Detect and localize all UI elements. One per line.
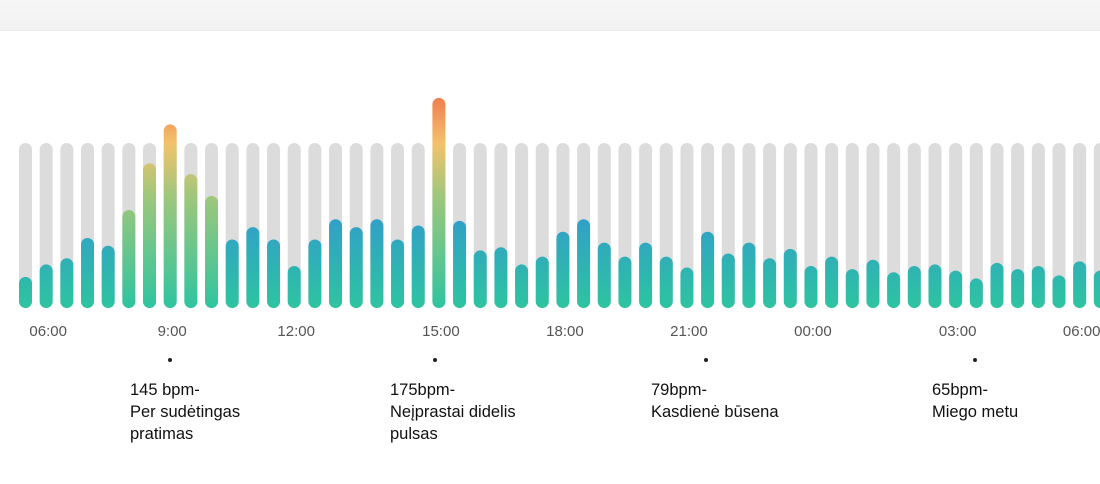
annotation-line: Neįprastai didelis <box>390 403 516 421</box>
x-tick-label: 06:00 <box>1063 323 1100 340</box>
heart-rate-bar <box>1031 265 1045 308</box>
bar-track <box>1011 143 1025 308</box>
heart-rate-bar <box>287 265 301 308</box>
annotation-title: 175bpm- <box>390 381 456 399</box>
bar-track <box>1031 143 1045 308</box>
heart-rate-bar <box>1011 269 1025 308</box>
annotation-line: pulsas <box>390 425 438 443</box>
heart-rate-bar <box>101 245 115 308</box>
heart-rate-bar <box>349 227 363 308</box>
annotation-title: 65bpm- <box>932 381 988 399</box>
heart-rate-bar <box>60 258 74 308</box>
x-tick-label: 03:00 <box>939 323 977 340</box>
heart-rate-bar <box>453 220 467 308</box>
heart-rate-bar <box>597 242 611 308</box>
heart-rate-bar <box>845 269 859 308</box>
heart-rate-bar <box>1093 270 1100 308</box>
heart-rate-bar <box>267 239 281 308</box>
heart-rate-bar <box>39 264 53 308</box>
bar-track <box>845 143 859 308</box>
heart-rate-bar <box>143 163 157 308</box>
heart-rate-bar <box>907 265 921 308</box>
heart-rate-bar <box>1052 275 1066 308</box>
x-tick-label: 06:00 <box>29 323 67 340</box>
heart-rate-bar <box>1073 261 1087 308</box>
bar-track <box>887 143 901 308</box>
heart-rate-bar <box>432 97 446 308</box>
heart-rate-bar <box>825 256 839 308</box>
heart-rate-bar <box>742 242 756 308</box>
annotation-line: pratimas <box>130 425 194 443</box>
annotation-title: 79bpm- <box>651 381 707 399</box>
heart-rate-bar <box>969 278 983 308</box>
heart-rate-bar <box>225 239 239 308</box>
heart-rate-bar <box>205 195 219 308</box>
x-tick-label: 15:00 <box>422 323 460 340</box>
heart-rate-bar <box>370 219 384 308</box>
bar-track <box>949 143 963 308</box>
heart-rate-bar <box>990 262 1004 308</box>
annotation-line: Miego metu <box>932 403 1019 421</box>
x-tick-label: 9:00 <box>158 323 187 340</box>
heart-rate-bar <box>246 227 260 308</box>
annotation-marker <box>433 358 437 362</box>
heart-rate-bar <box>19 276 32 308</box>
x-tick-label: 00:00 <box>794 323 832 340</box>
bar-track <box>1052 143 1066 308</box>
annotation-line: Kasdienė būsena <box>651 403 779 421</box>
heart-rate-bar <box>701 231 715 308</box>
annotation-marker <box>973 358 977 362</box>
x-tick-label: 12:00 <box>277 323 315 340</box>
bar-track <box>1093 143 1100 308</box>
bar-track <box>287 143 301 308</box>
x-tick-label: 18:00 <box>546 323 584 340</box>
x-tick-label: 21:00 <box>670 323 708 340</box>
top-shade <box>0 0 1100 31</box>
heart-rate-bar <box>81 237 95 308</box>
heart-rate-bar <box>535 256 549 308</box>
annotation-line: Per sudėtingas <box>130 403 241 421</box>
heart-rate-bar <box>577 219 591 308</box>
heart-rate-bar <box>949 270 963 308</box>
heart-rate-bar <box>618 256 632 308</box>
heart-rate-bar <box>411 225 425 308</box>
heart-rate-bar <box>866 259 880 308</box>
heart-rate-bar <box>763 258 777 308</box>
heart-rate-bar <box>473 250 487 308</box>
heart-rate-bar <box>639 242 653 308</box>
heart-rate-bar <box>783 248 797 308</box>
heart-rate-bar <box>329 219 343 308</box>
annotation-marker <box>168 358 172 362</box>
heart-rate-bar <box>804 265 818 308</box>
heart-rate-bar <box>391 239 405 308</box>
bar-track <box>680 143 694 308</box>
bar-track <box>19 143 32 308</box>
heart-rate-bar <box>515 264 529 308</box>
bar-track <box>907 143 921 308</box>
heart-rate-bar <box>122 209 136 308</box>
annotation-title: 145 bpm- <box>130 381 200 399</box>
annotation-text: 145 bpm- Per sudėtingas pratimas <box>130 379 240 445</box>
heart-rate-bar <box>659 256 673 308</box>
bar-track <box>804 143 818 308</box>
annotation-marker <box>704 358 708 362</box>
heart-rate-bar <box>680 267 694 308</box>
heart-rate-bar <box>887 272 901 308</box>
heart-rate-bar <box>556 231 570 308</box>
annotation-text: 175bpm- Neįprastai didelis pulsas <box>390 379 516 445</box>
heart-rate-bar <box>163 124 177 308</box>
bar-track <box>969 143 983 308</box>
annotation-text: 79bpm- Kasdienė būsena <box>651 379 779 423</box>
heart-rate-bar <box>184 174 198 308</box>
heart-rate-bar <box>308 239 322 308</box>
heart-rate-bar <box>928 264 942 308</box>
heart-rate-bar <box>721 253 735 308</box>
annotation-text: 65bpm- Miego metu <box>932 379 1018 423</box>
heart-rate-bar <box>494 247 508 308</box>
